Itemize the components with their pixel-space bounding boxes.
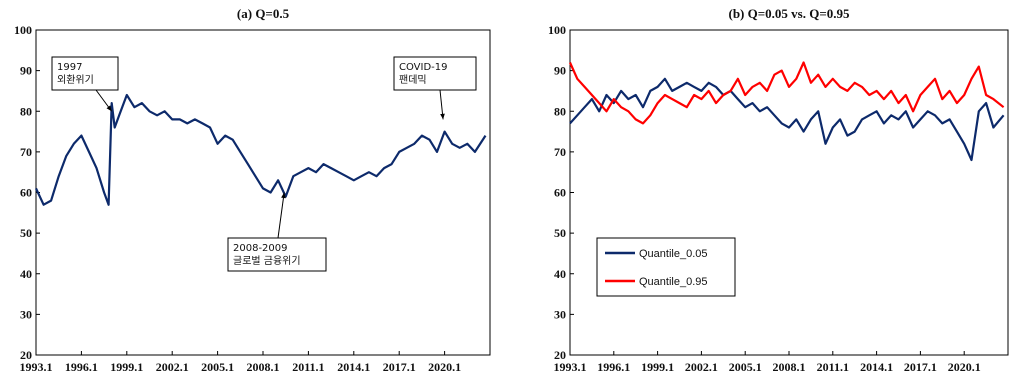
y-tick-label: 20 [20,348,32,362]
annotation-text: 1997 [57,62,82,73]
annotation-box [393,56,477,91]
x-tick-label: 2002.1 [156,360,189,374]
y-tick-label: 100 [14,23,32,37]
legend-box [596,237,736,297]
y-tick-label: 80 [20,104,32,118]
x-tick-label: 2005.1 [729,360,762,374]
annotation-arrow [277,192,285,239]
y-tick-label: 40 [20,267,32,281]
legend-label: Quantile_0.95 [639,276,708,288]
plot-frame [569,29,1009,356]
x-tick-label: 1999.1 [641,360,674,374]
chart-title: (b) Q=0.05 vs. Q=0.95 [729,6,850,21]
panel-b: (b) Q=0.05 vs. Q=0.95 20 30 40 50 60 70 80 90 100… [548,6,1009,374]
y-tick-label: 40 [554,267,566,281]
y-tick-label: 90 [554,64,566,78]
series-line-quantile-0-95 [568,61,1005,125]
x-tick-label: 2005.1 [201,360,234,374]
annotation-box [51,56,119,91]
x-tick-label: 2011.1 [817,360,849,374]
y-tick-label: 90 [20,64,32,78]
x-tick-label: 2020.1 [948,360,981,374]
x-tick-label: 1993.1 [554,360,587,374]
x-tick-label: 1993.1 [20,360,53,374]
annotation-arrowhead [106,105,112,112]
x-tick-label: 2008.1 [773,360,806,374]
y-tick-label: 60 [20,186,32,200]
x-tick-label: 2014.1 [337,360,370,374]
y-tick-label: 50 [20,226,32,240]
annotation-text: COVID-19 [399,62,448,73]
annotation-text: 팬데믹 [399,74,427,86]
x-tick-label: 1999.1 [110,360,143,374]
series-line-median [35,93,487,206]
annotation-arrowhead [281,192,286,199]
annotation-text: 외환위기 [57,73,94,86]
x-tick-label: 2017.1 [383,360,416,374]
y-tick-label: 30 [20,307,32,321]
x-tick-label: 2011.1 [292,360,324,374]
annotation-arrowhead [440,113,445,120]
legend: Quantile_0.05 Quantile_0.95 [596,237,736,297]
y-tick-label: 70 [20,145,32,159]
series-line-quantile-0-05 [569,77,1005,162]
y-tick-label: 30 [554,307,566,321]
y-tick-label: 50 [554,226,566,240]
annotation-box [227,237,327,272]
x-tick-label: 1996.1 [65,360,98,374]
x-tick-label: 2020.1 [428,360,461,374]
legend-label: Quantile_0.05 [639,248,708,260]
y-tick-label: 20 [554,348,566,362]
x-tick-label: 2017.1 [904,360,937,374]
x-tick-label: 1996.1 [597,360,630,374]
y-tick-label: 60 [554,186,566,200]
panel-a: (a) Q=0.5 20 30 40 50 60 70 80 90 100 1993.1 1996.1… [14,6,491,374]
x-tick-label: 2002.1 [685,360,718,374]
x-tick-label: 2014.1 [860,360,893,374]
annotation-text: 2008-2009 [233,243,288,254]
y-tick-label: 80 [554,104,566,118]
annotation-text: 글로벌 금융위기 [233,254,301,267]
y-tick-label: 100 [548,23,566,37]
chart-title: (a) Q=0.5 [237,6,290,21]
y-tick-label: 70 [554,145,566,159]
x-tick-label: 2008.1 [247,360,280,374]
